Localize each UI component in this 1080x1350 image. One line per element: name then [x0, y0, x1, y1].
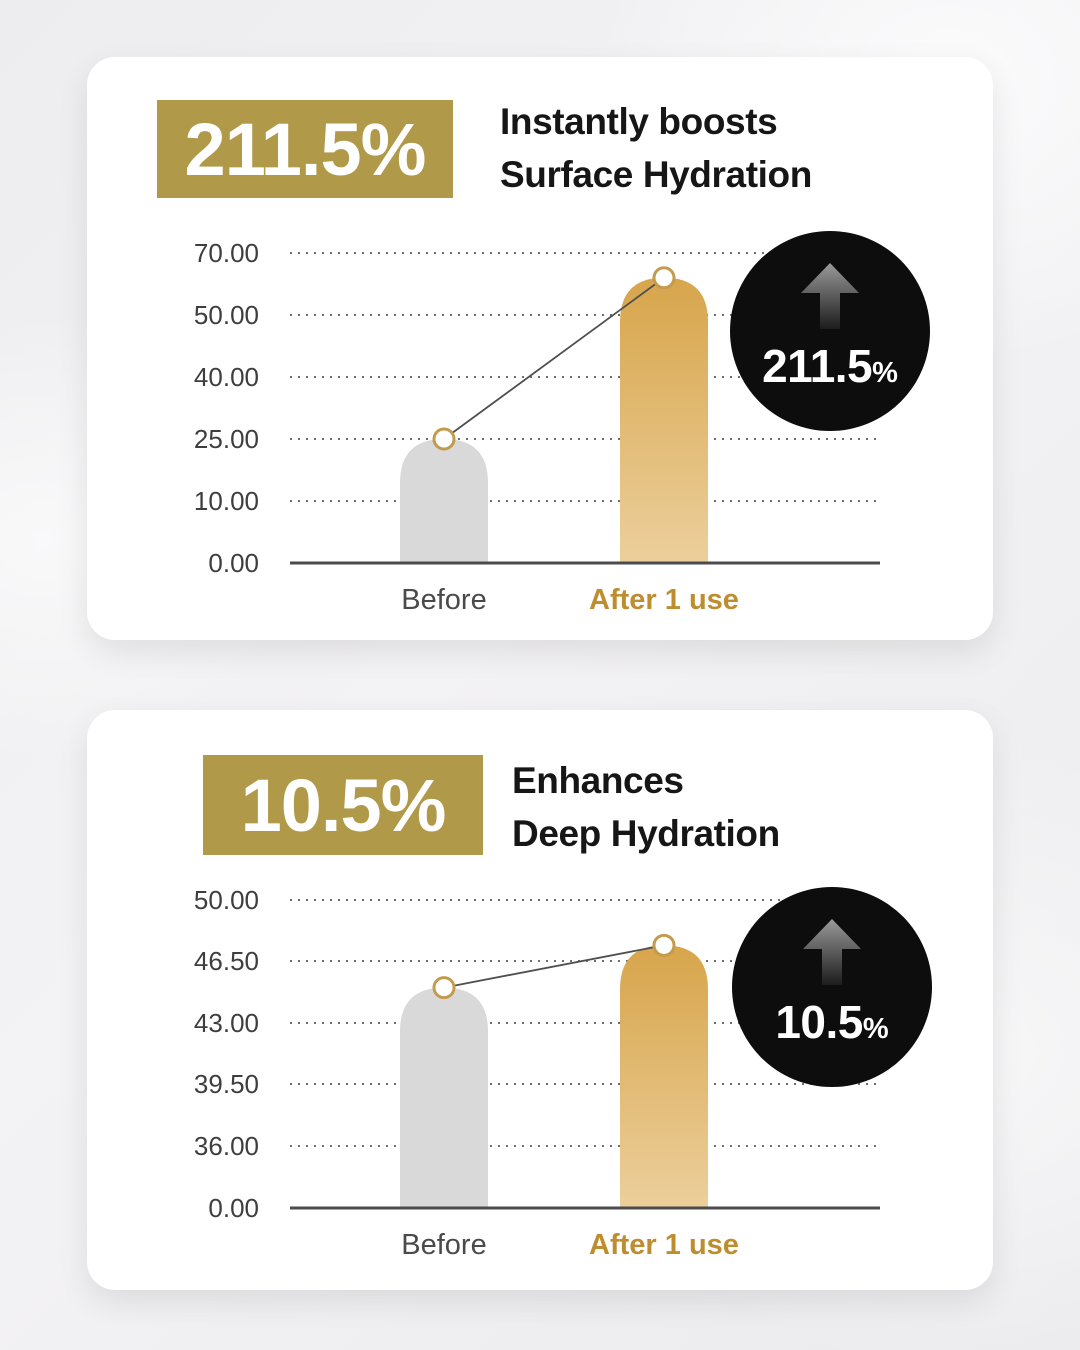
stat-badge: 10.5%: [203, 755, 483, 855]
arrow-up-icon: [795, 919, 869, 985]
y-tick-label: 0.00: [208, 548, 259, 578]
deep-hydration-card: 50.00 46.50 43.00 39.50 36.00 0.00 Before After…: [87, 710, 993, 1290]
y-tick-label: 50.00: [194, 300, 259, 330]
data-point-marker: [432, 976, 456, 1000]
bar-before: [400, 987, 488, 1208]
y-tick-label: 36.00: [194, 1131, 259, 1161]
stat-badge-label: 211.5%: [184, 107, 427, 191]
card-title-line-2: Deep Hydration: [512, 813, 780, 854]
change-text: 10.5%: [775, 995, 888, 1049]
change-badge: 211.5%: [730, 231, 930, 431]
y-tick-label: 70.00: [194, 238, 259, 268]
x-tick-label: After 1 use: [589, 1229, 739, 1261]
stat-badge: 211.5%: [157, 100, 453, 198]
percent-sign: %: [872, 357, 898, 389]
x-tick-label: Before: [401, 1229, 486, 1261]
change-value: 211.5: [762, 340, 873, 392]
deep-hydration-chart: 50.00 46.50 43.00 39.50 36.00 0.00 Before After…: [194, 885, 880, 1261]
card-title: Enhances Deep Hydration: [512, 754, 780, 860]
arrow-up-icon: [793, 263, 867, 329]
surface-hydration-chart: 70.00 50.00 40.00 25.00 10.00 0.00 Before After…: [194, 238, 880, 616]
data-point-marker: [652, 266, 676, 290]
y-tick-label: 46.50: [194, 946, 259, 976]
y-tick-label: 0.00: [208, 1193, 259, 1223]
y-tick-label: 50.00: [194, 885, 259, 915]
data-point-marker: [432, 427, 456, 451]
card-title-line-2: Surface Hydration: [500, 154, 812, 195]
y-tick-label: 10.00: [194, 486, 259, 516]
connector-line: [443, 277, 665, 440]
bar-after-1-use: [620, 277, 708, 563]
card-title: Instantly boosts Surface Hydration: [500, 95, 812, 201]
change-value: 10.5: [775, 996, 863, 1048]
change-badge: 10.5%: [732, 887, 932, 1087]
connector-line: [443, 944, 665, 989]
percent-sign: %: [862, 1013, 889, 1045]
bar-before: [400, 439, 488, 563]
y-tick-label: 43.00: [194, 1008, 259, 1038]
x-tick-label: Before: [401, 584, 486, 616]
y-tick-label: 40.00: [194, 362, 259, 392]
card-title-line-1: Enhances: [512, 760, 684, 801]
change-text: 211.5%: [762, 339, 898, 393]
y-tick-label: 25.00: [194, 424, 259, 454]
surface-hydration-card: 70.00 50.00 40.00 25.00 10.00 0.00 Before After…: [87, 57, 993, 640]
bar-after-1-use: [620, 945, 708, 1208]
data-point-marker: [652, 933, 676, 957]
x-tick-label: After 1 use: [589, 584, 739, 616]
y-tick-label: 39.50: [194, 1069, 259, 1099]
stat-badge-label: 10.5%: [240, 763, 447, 847]
card-title-line-1: Instantly boosts: [500, 101, 778, 142]
